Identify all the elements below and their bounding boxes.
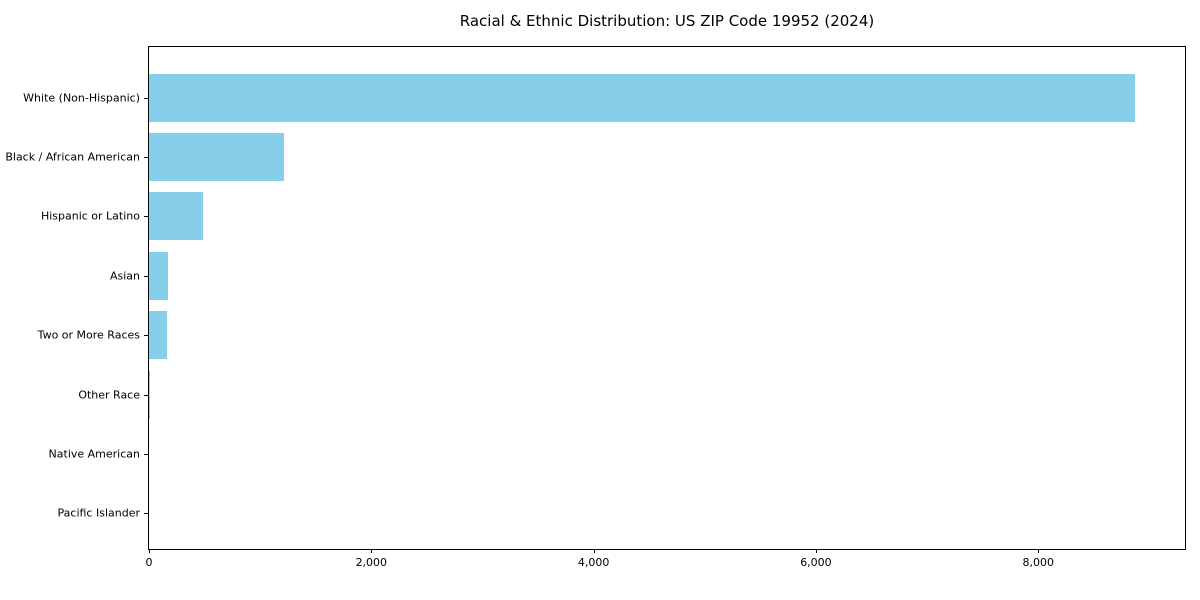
y-tick-label: Native American — [48, 447, 140, 461]
plot-area: White (Non-Hispanic) Black / African Amer… — [5, 46, 1186, 569]
bar — [149, 192, 204, 241]
bar-row: Asian — [110, 246, 1185, 305]
bar-row: White (Non-Hispanic) — [23, 68, 1185, 127]
x-tick-label: 8,000 — [1022, 556, 1055, 569]
bar-row: Hispanic or Latino — [41, 187, 1185, 246]
x-tick-mark — [1038, 549, 1040, 553]
x-tick-mark — [371, 549, 373, 553]
x-tick-label: 2,000 — [355, 556, 388, 569]
chart-title: Racial & Ethnic Distribution: US ZIP Cod… — [459, 12, 875, 30]
x-tick-mark — [815, 549, 817, 553]
y-tick-label: Hispanic or Latino — [40, 209, 140, 223]
bar — [149, 133, 284, 182]
y-tick-mark — [144, 97, 148, 99]
y-tick-label: Two or More Races — [37, 328, 140, 342]
bar — [149, 73, 1135, 122]
y-tick-label: Pacific Islander — [57, 506, 140, 520]
bar-row: Black / African American — [5, 127, 1185, 186]
x-tick-label: 0 — [145, 556, 153, 569]
y-tick-label: White (Non-Hispanic) — [23, 91, 140, 105]
y-tick-mark — [144, 453, 148, 455]
bar-row: Pacific Islander — [58, 484, 1185, 543]
bar-row: Two or More Races — [38, 306, 1185, 365]
bar-row: Other Race — [78, 365, 1185, 424]
y-tick-mark — [144, 157, 148, 159]
y-tick-mark — [144, 216, 148, 218]
plot-rows: White (Non-Hispanic) Black / African Amer… — [5, 47, 1185, 549]
bar-row: Native American — [49, 424, 1185, 483]
y-tick-mark — [144, 513, 148, 515]
y-tick-label: Other Race — [78, 388, 140, 402]
x-tick-mark — [149, 549, 150, 553]
x-tick-label: 4,000 — [577, 556, 610, 569]
y-tick-mark — [144, 275, 148, 277]
y-tick-mark — [144, 394, 148, 396]
x-tick-mark — [593, 549, 595, 553]
bar — [149, 251, 168, 300]
x-tick-label: 6,000 — [800, 556, 832, 569]
y-tick-label: Black / African American — [5, 150, 140, 164]
bar — [149, 311, 168, 360]
y-tick-label: Asian — [109, 269, 140, 283]
bar — [149, 370, 151, 419]
y-tick-mark — [144, 335, 148, 337]
